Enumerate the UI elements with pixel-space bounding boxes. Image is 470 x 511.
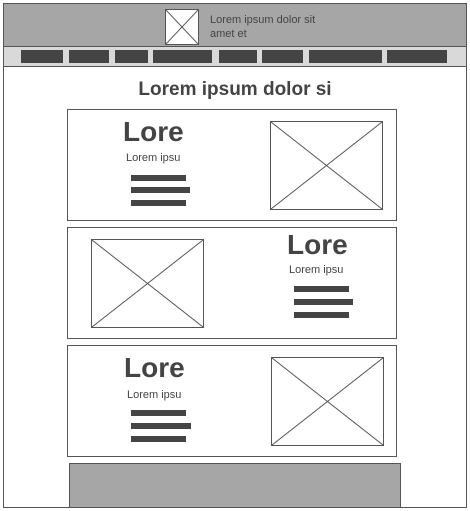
text-line [131, 410, 186, 416]
text-line [131, 175, 186, 181]
card-image-placeholder-icon [270, 121, 383, 210]
card-image-placeholder-icon [271, 357, 384, 446]
text-line [294, 286, 349, 292]
content-card-3: Lore Lorem ipsu [67, 345, 397, 457]
card-title: Lore [123, 116, 184, 147]
nav-bar [3, 46, 467, 67]
card-subtitle: Lorem ipsu [289, 264, 344, 276]
logo-image-placeholder-icon[interactable] [165, 9, 199, 45]
footer [69, 463, 401, 508]
text-line [131, 187, 190, 193]
nav-item-5[interactable] [219, 50, 257, 63]
text-line [131, 436, 186, 442]
content-card-2: Lore Lorem ipsu [67, 227, 397, 339]
header: Lorem ipsum dolor sit amet et [3, 3, 467, 47]
nav-item-4[interactable] [153, 50, 212, 63]
text-line [294, 299, 353, 305]
nav-item-1[interactable] [21, 50, 63, 63]
text-line [131, 200, 186, 206]
text-line [294, 312, 349, 318]
nav-item-7[interactable] [309, 50, 382, 63]
card-image-placeholder-icon [91, 239, 204, 328]
header-title: Lorem ipsum dolor sit amet et [210, 14, 316, 40]
page-title: Lorem ipsum dolor si [138, 79, 332, 100]
card-title: Lore [287, 229, 348, 260]
nav-item-8[interactable] [387, 50, 447, 63]
nav-item-2[interactable] [69, 50, 109, 63]
content-card-1: Lore Lorem ipsu [67, 109, 397, 221]
nav-item-6[interactable] [262, 50, 303, 63]
card-subtitle: Lorem ipsu [126, 152, 181, 164]
card-title: Lore [124, 352, 185, 383]
text-line [131, 423, 191, 429]
card-subtitle: Lorem ipsu [127, 389, 182, 401]
nav-item-3[interactable] [115, 50, 148, 63]
